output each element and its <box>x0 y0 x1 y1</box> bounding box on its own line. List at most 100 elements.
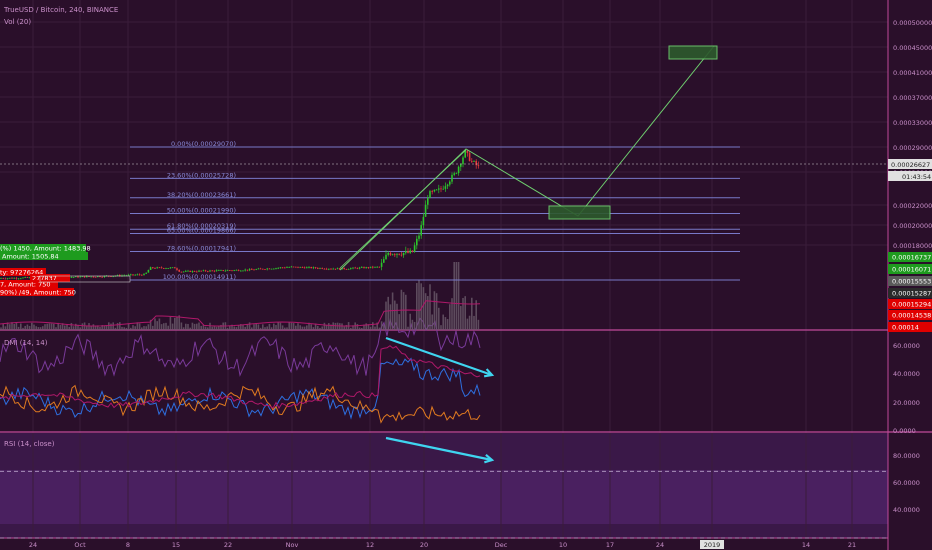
volume-bar <box>453 262 455 330</box>
time-axis-label: 8 <box>126 541 130 549</box>
volume-bar <box>455 262 458 330</box>
volume-indicator-title: Vol (20) <box>4 18 31 26</box>
volume-bar <box>299 325 301 330</box>
candle-body <box>134 274 136 276</box>
candle-body <box>288 267 290 268</box>
candle-body <box>444 186 447 189</box>
volume-bar <box>138 323 141 330</box>
candle-body <box>429 191 431 198</box>
candle-body <box>145 272 147 274</box>
volume-bar <box>301 326 304 330</box>
candle-body <box>312 267 315 269</box>
volume-ma-line <box>0 300 481 327</box>
volume-bar <box>438 307 440 330</box>
candle-body <box>165 268 167 270</box>
candle-body <box>435 189 438 191</box>
candle-body <box>226 270 229 272</box>
volume-bar <box>468 315 471 330</box>
volume-bar <box>64 325 66 330</box>
candle-body <box>350 268 352 270</box>
volume-bar <box>391 292 394 330</box>
candle-body <box>317 268 319 269</box>
price-tag <box>888 264 932 274</box>
candle-body <box>380 262 383 267</box>
volume-bar <box>292 323 295 330</box>
volume-bar <box>196 323 198 330</box>
candle-body <box>15 277 18 279</box>
volume-bar <box>277 322 279 330</box>
volume-bar <box>167 325 169 330</box>
time-axis-label: 10 <box>559 541 567 549</box>
volume-bar <box>361 327 363 330</box>
dmi-plus-line <box>0 357 481 420</box>
fib-level-label: 65.00%(0.00019866) <box>167 226 236 234</box>
candle-body <box>268 268 271 270</box>
volume-bar <box>444 317 447 330</box>
volume-bar <box>31 322 33 330</box>
candle-body <box>13 277 15 279</box>
volume-bar <box>154 318 156 330</box>
volume-bar <box>193 323 196 330</box>
candle-body <box>6 278 9 280</box>
volume-bar <box>0 327 2 330</box>
candle-body <box>149 267 152 270</box>
volume-bar <box>319 327 321 330</box>
order-label-bg <box>0 268 46 276</box>
candle-body <box>229 270 231 272</box>
volume-bar <box>158 318 161 330</box>
volume-bar <box>409 313 411 330</box>
volume-bar <box>35 326 37 330</box>
price-axis-label: 0.00033000 <box>893 119 932 127</box>
volume-bar <box>13 323 15 330</box>
volume-bar <box>446 319 449 330</box>
volume-bar <box>253 324 255 330</box>
rsi-axis-label: 80.0000 <box>893 452 920 460</box>
volume-bar <box>116 323 119 330</box>
volume-bar <box>312 327 315 330</box>
volume-bar <box>112 322 114 330</box>
price-tag-value: 0.00016737 <box>892 254 931 262</box>
candle-body <box>20 278 22 280</box>
current-price-tag <box>888 159 932 169</box>
candle-body <box>180 271 183 273</box>
volume-bar <box>81 323 84 330</box>
dmi-minus-line <box>0 384 481 424</box>
candle-body <box>365 267 367 269</box>
volume-bar <box>380 321 383 330</box>
volume-bar <box>97 325 99 330</box>
target-box-mid <box>548 205 611 220</box>
volume-bar <box>26 324 29 330</box>
candle-body <box>466 150 469 153</box>
volume-bar <box>290 322 293 330</box>
volume-bar <box>281 325 284 330</box>
volume-bar <box>462 297 464 330</box>
candle-body <box>336 268 339 270</box>
year-tag <box>700 540 724 549</box>
candle-body <box>473 161 475 162</box>
candle-body <box>2 278 4 280</box>
price-tag <box>888 322 932 332</box>
candle-body <box>460 164 462 167</box>
price-axis-label: 0.00050000 <box>893 19 932 27</box>
candle-body <box>72 277 75 278</box>
candle-body <box>187 270 189 272</box>
volume-bar <box>149 319 152 330</box>
volume-bar <box>345 324 348 330</box>
volume-bar <box>66 324 68 330</box>
candle-body <box>222 270 224 271</box>
volume-bar <box>44 324 46 330</box>
candle-body <box>391 254 394 256</box>
volume-bar <box>39 327 42 330</box>
candle-body <box>257 268 260 270</box>
volume-bar <box>114 327 117 330</box>
candle-body <box>455 173 458 174</box>
candle-body <box>398 253 400 255</box>
candle-body <box>354 267 356 269</box>
volume-bar <box>185 323 187 330</box>
volume-bar <box>99 326 101 330</box>
candle-body <box>378 266 381 268</box>
time-axis-label: 24 <box>656 541 664 549</box>
price-tag <box>888 310 932 320</box>
volume-bar <box>284 327 286 330</box>
